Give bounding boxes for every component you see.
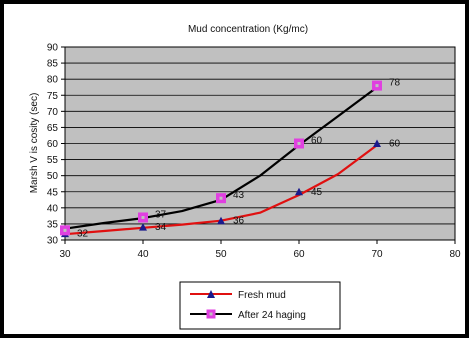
x-tick-label: 70 xyxy=(371,249,383,260)
data-label: 78 xyxy=(389,78,401,89)
y-tick-label: 50 xyxy=(47,171,59,182)
y-tick-label: 45 xyxy=(47,187,59,198)
data-point-square-inner xyxy=(219,196,223,200)
legend-square-marker-inner xyxy=(209,312,213,316)
data-point-triangle xyxy=(295,187,303,196)
legend-box xyxy=(179,281,341,330)
x-tick-label: 30 xyxy=(59,249,71,260)
data-point-triangle xyxy=(217,216,225,225)
x-tick-labels: 30 40 50 60 70 80 xyxy=(59,249,461,260)
y-tick-label: 80 xyxy=(47,75,59,86)
y-tick-label: 35 xyxy=(47,219,59,230)
data-point-square-inner xyxy=(141,215,145,219)
data-label: 43 xyxy=(233,190,245,201)
series-markers xyxy=(60,80,382,238)
legend: Fresh mud After 24 haging xyxy=(179,281,341,330)
y-axis-label: Marsh V is cosity (sec) xyxy=(29,93,40,194)
x-tick-label: 80 xyxy=(449,249,461,260)
y-tick-labels: 30 35 40 45 50 55 60 65 70 75 80 85 90 xyxy=(47,43,59,247)
y-tick-label: 90 xyxy=(47,43,59,54)
data-labels: 32 34 36 45 60 37 43 60 78 xyxy=(77,78,401,240)
data-point-square-inner xyxy=(63,228,67,232)
data-label: 37 xyxy=(155,209,167,220)
data-point-square-inner xyxy=(297,142,301,145)
data-point-square-inner xyxy=(375,84,379,88)
y-tick-label: 40 xyxy=(47,203,59,214)
y-tick-label: 65 xyxy=(47,123,59,134)
y-tick-label: 85 xyxy=(47,59,59,70)
y-tick-label: 30 xyxy=(47,236,59,247)
legend-label-after-24: After 24 haging xyxy=(238,310,306,321)
data-label: 45 xyxy=(311,187,323,198)
data-point-triangle xyxy=(139,223,147,231)
data-label: 32 xyxy=(77,229,89,240)
chart-title: Mud concentration (Kg/mc) xyxy=(188,24,308,35)
data-label: 60 xyxy=(389,139,401,150)
data-label: 60 xyxy=(311,136,323,147)
data-point-triangle xyxy=(373,139,381,147)
data-label: 36 xyxy=(233,216,245,227)
x-tick-label: 50 xyxy=(215,249,227,260)
y-tick-label: 75 xyxy=(47,91,59,102)
y-tick-label: 60 xyxy=(47,139,59,150)
legend-label-fresh-mud: Fresh mud xyxy=(238,290,286,301)
y-tick-label: 70 xyxy=(47,107,59,118)
y-tick-label: 55 xyxy=(47,155,59,166)
legend-triangle-marker xyxy=(207,290,215,298)
data-label: 34 xyxy=(155,222,167,233)
gridlines xyxy=(61,46,456,244)
x-tick-label: 40 xyxy=(137,249,149,260)
x-tick-label: 60 xyxy=(293,249,305,260)
